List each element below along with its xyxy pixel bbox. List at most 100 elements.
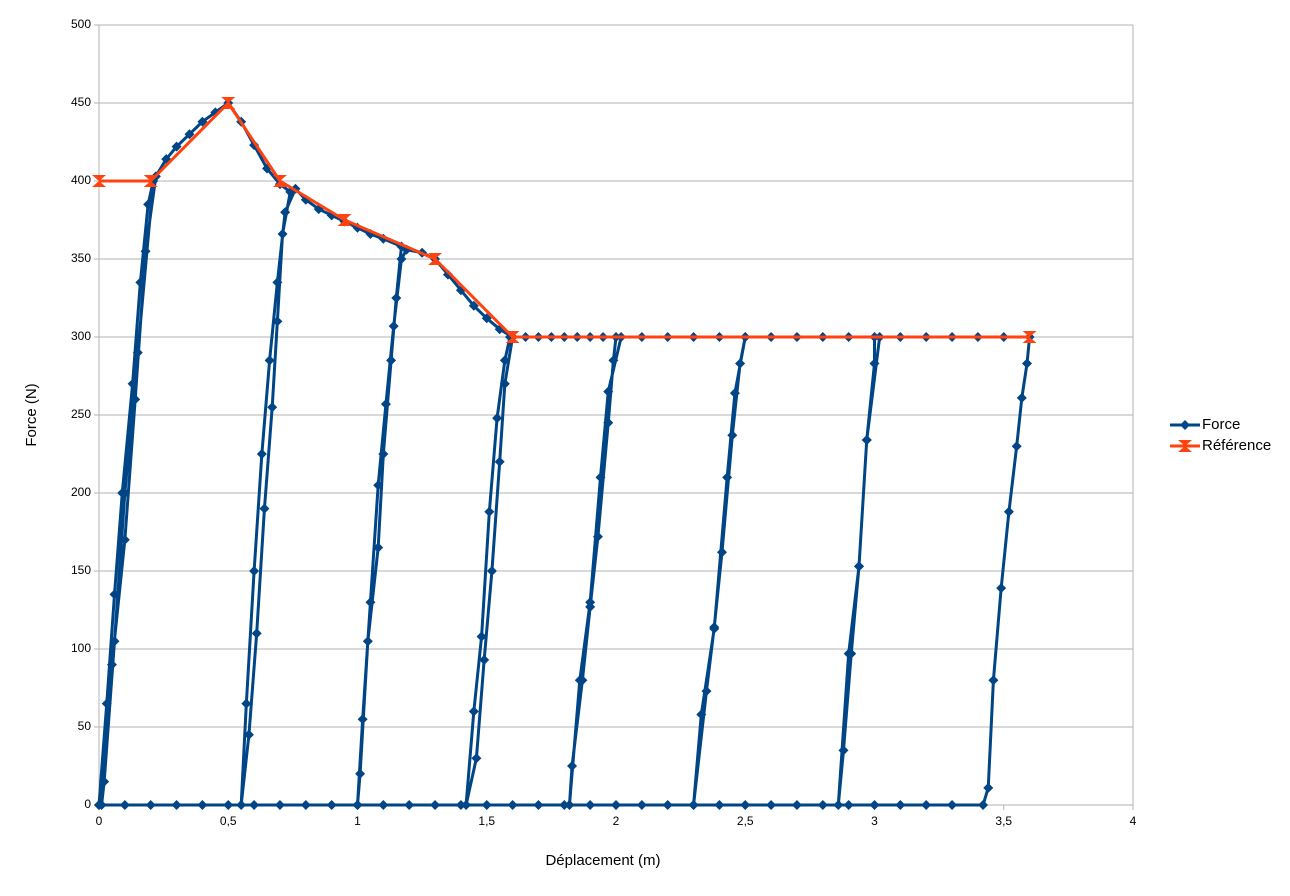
- point: [709, 623, 720, 634]
- point: [869, 358, 880, 369]
- point: [468, 706, 479, 717]
- point: [853, 561, 864, 572]
- point: [404, 800, 415, 810]
- point: [1022, 358, 1033, 369]
- point: [455, 800, 466, 810]
- point: [499, 378, 510, 389]
- series-line: [99, 101, 1030, 339]
- point: [479, 654, 490, 665]
- point: [249, 800, 260, 810]
- point: [221, 97, 236, 109]
- point: [499, 355, 510, 366]
- point: [101, 698, 112, 709]
- y-tick-label: 200: [71, 485, 91, 499]
- point: [264, 355, 275, 366]
- point: [92, 175, 106, 187]
- point: [567, 761, 578, 771]
- point: [241, 698, 252, 709]
- point: [352, 800, 363, 810]
- point: [362, 636, 373, 647]
- point: [574, 675, 585, 686]
- point: [171, 800, 182, 810]
- point: [484, 506, 495, 517]
- point: [378, 800, 389, 810]
- point: [380, 399, 391, 410]
- point: [988, 675, 999, 686]
- point: [727, 430, 738, 441]
- point: [696, 709, 707, 720]
- point: [272, 175, 287, 187]
- point: [130, 394, 141, 405]
- point: [662, 800, 673, 810]
- point: [119, 800, 130, 810]
- point: [636, 800, 647, 810]
- legend-marker: [1178, 440, 1192, 452]
- y-tick-label: 250: [71, 407, 91, 421]
- point: [145, 800, 156, 810]
- point: [688, 800, 699, 810]
- point: [592, 531, 603, 542]
- point: [468, 300, 479, 311]
- point: [109, 636, 120, 647]
- point: [300, 800, 311, 810]
- x-tick-label: 3,5: [995, 814, 1012, 828]
- point: [272, 277, 283, 288]
- point: [533, 800, 544, 810]
- point: [921, 800, 932, 810]
- point: [471, 753, 482, 764]
- point: [978, 800, 989, 810]
- point: [386, 355, 397, 366]
- point: [608, 355, 619, 366]
- x-tick-label: 0,5: [220, 814, 237, 828]
- point: [197, 116, 208, 127]
- x-tick-label: 1: [354, 814, 361, 828]
- y-tick-label: 150: [71, 563, 91, 577]
- point: [428, 253, 443, 265]
- point: [396, 254, 407, 264]
- point: [505, 331, 520, 343]
- point: [143, 175, 158, 187]
- point: [740, 800, 751, 810]
- point: [838, 745, 849, 756]
- point: [1003, 506, 1014, 517]
- point: [388, 321, 399, 332]
- x-tick-label: 0: [96, 814, 103, 828]
- y-tick-label: 100: [71, 641, 91, 655]
- point: [1022, 331, 1037, 343]
- point: [391, 293, 402, 303]
- x-tick-label: 4: [1130, 814, 1137, 828]
- point: [585, 800, 596, 810]
- point: [267, 402, 278, 413]
- x-tick-label: 2,5: [737, 814, 754, 828]
- point: [355, 768, 366, 779]
- point: [895, 800, 906, 810]
- point: [481, 800, 492, 810]
- point: [442, 269, 453, 280]
- point: [983, 782, 994, 793]
- point: [109, 589, 120, 600]
- point: [729, 388, 740, 399]
- point: [337, 214, 352, 226]
- point: [378, 449, 389, 459]
- point: [735, 358, 746, 369]
- point: [564, 800, 575, 810]
- point: [611, 800, 621, 810]
- point: [357, 714, 368, 725]
- point: [486, 566, 497, 576]
- point: [373, 542, 384, 553]
- point: [277, 229, 288, 240]
- point: [843, 648, 854, 659]
- point: [494, 456, 505, 467]
- series: [92, 97, 1037, 343]
- point: [259, 503, 270, 514]
- point: [492, 413, 503, 424]
- x-axis-title: Déplacement (m): [545, 852, 660, 869]
- point: [143, 199, 154, 210]
- point: [1016, 392, 1027, 403]
- point: [171, 141, 182, 152]
- x-tick-label: 1,5: [478, 814, 495, 828]
- point: [996, 583, 1007, 594]
- point: [1011, 441, 1022, 452]
- point: [119, 488, 130, 498]
- point: [817, 800, 828, 810]
